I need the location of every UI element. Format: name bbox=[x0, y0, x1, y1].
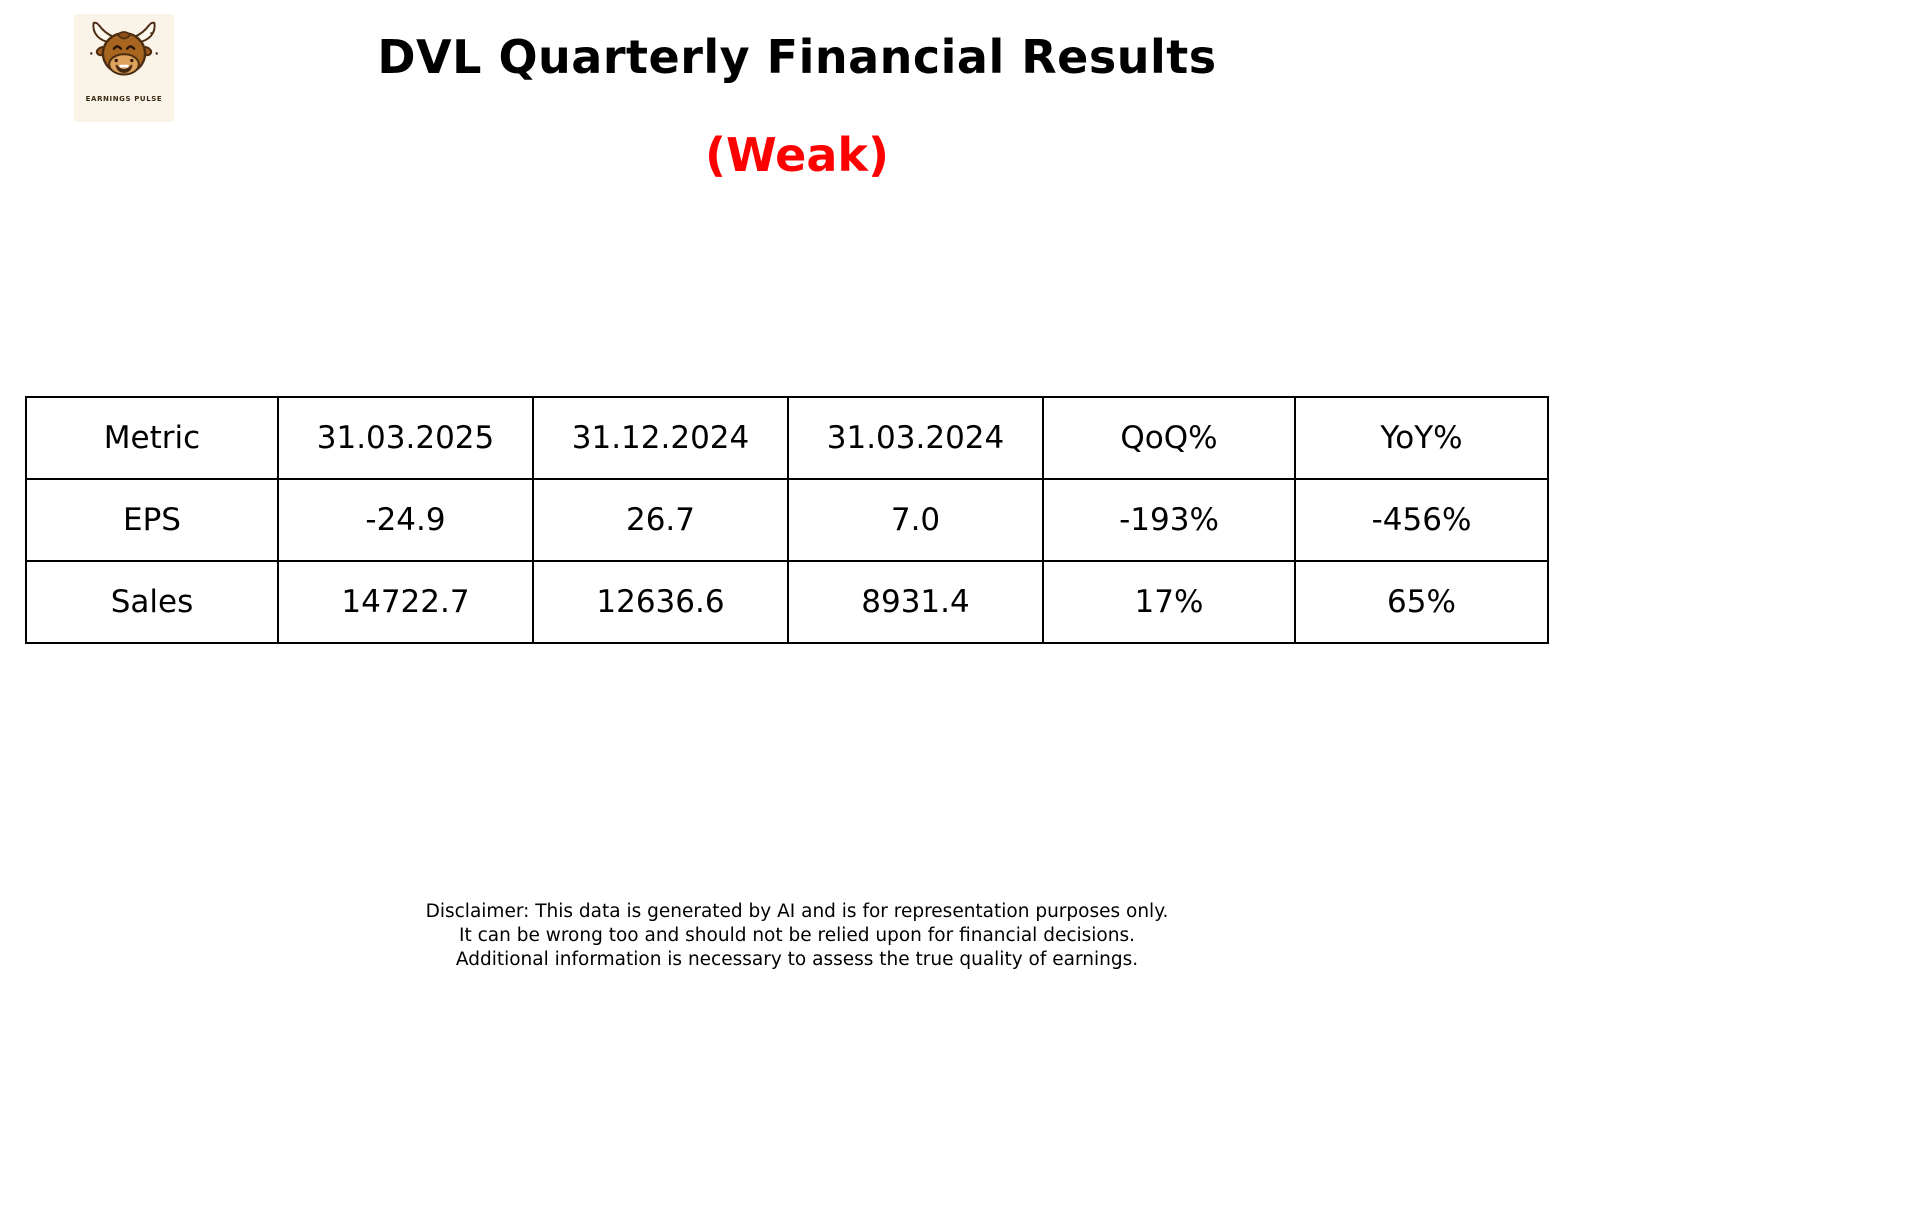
qoq-change-cell: -193% bbox=[1042, 478, 1296, 562]
header-cell-period-3: 31.03.2024 bbox=[787, 396, 1044, 480]
qoq-change-cell: 17% bbox=[1042, 560, 1296, 644]
verdict-subtitle: (Weak) bbox=[705, 128, 889, 182]
table-header-row: Metric 31.03.2025 31.12.2024 31.03.2024 … bbox=[25, 396, 1549, 480]
bull-icon bbox=[89, 21, 159, 76]
yoy-change-cell: 65% bbox=[1294, 560, 1549, 644]
earnings-pulse-logo: EARNINGS PULSE bbox=[74, 14, 174, 122]
header-cell-metric: Metric bbox=[25, 396, 279, 480]
disclaimer-line: Additional information is necessary to a… bbox=[455, 949, 1139, 970]
value-cell: -24.9 bbox=[277, 478, 534, 562]
disclaimer-line: It can be wrong too and should not be re… bbox=[459, 925, 1135, 946]
metric-cell: EPS bbox=[25, 478, 279, 562]
page-title: DVL Quarterly Financial Results bbox=[377, 30, 1217, 84]
header-cell-qoq: QoQ% bbox=[1042, 396, 1296, 480]
value-cell: 8931.4 bbox=[787, 560, 1044, 644]
header-cell-yoy: YoY% bbox=[1294, 396, 1549, 480]
disclaimer: Disclaimer: This data is generated by AI… bbox=[0, 900, 1594, 972]
brand-label: EARNINGS PULSE bbox=[85, 95, 163, 103]
header-cell-period-2: 31.12.2024 bbox=[532, 396, 789, 480]
value-cell: 14722.7 bbox=[277, 560, 534, 644]
results-table: Metric 31.03.2025 31.12.2024 31.03.2024 … bbox=[25, 396, 1549, 644]
table-row-eps: EPS -24.9 26.7 7.0 -193% -456% bbox=[25, 478, 1549, 562]
table-row-sales: Sales 14722.7 12636.6 8931.4 17% 65% bbox=[25, 560, 1549, 644]
content-area: EARNINGS PULSE DVL Quarterly Financial R… bbox=[0, 14, 1594, 972]
disclaimer-line: Disclaimer: This data is generated by AI… bbox=[425, 901, 1169, 922]
header-cell-period-1: 31.03.2025 bbox=[277, 396, 534, 480]
value-cell: 12636.6 bbox=[532, 560, 789, 644]
yoy-change-cell: -456% bbox=[1294, 478, 1549, 562]
value-cell: 26.7 bbox=[532, 478, 789, 562]
value-cell: 7.0 bbox=[787, 478, 1044, 562]
metric-cell: Sales bbox=[25, 560, 279, 644]
